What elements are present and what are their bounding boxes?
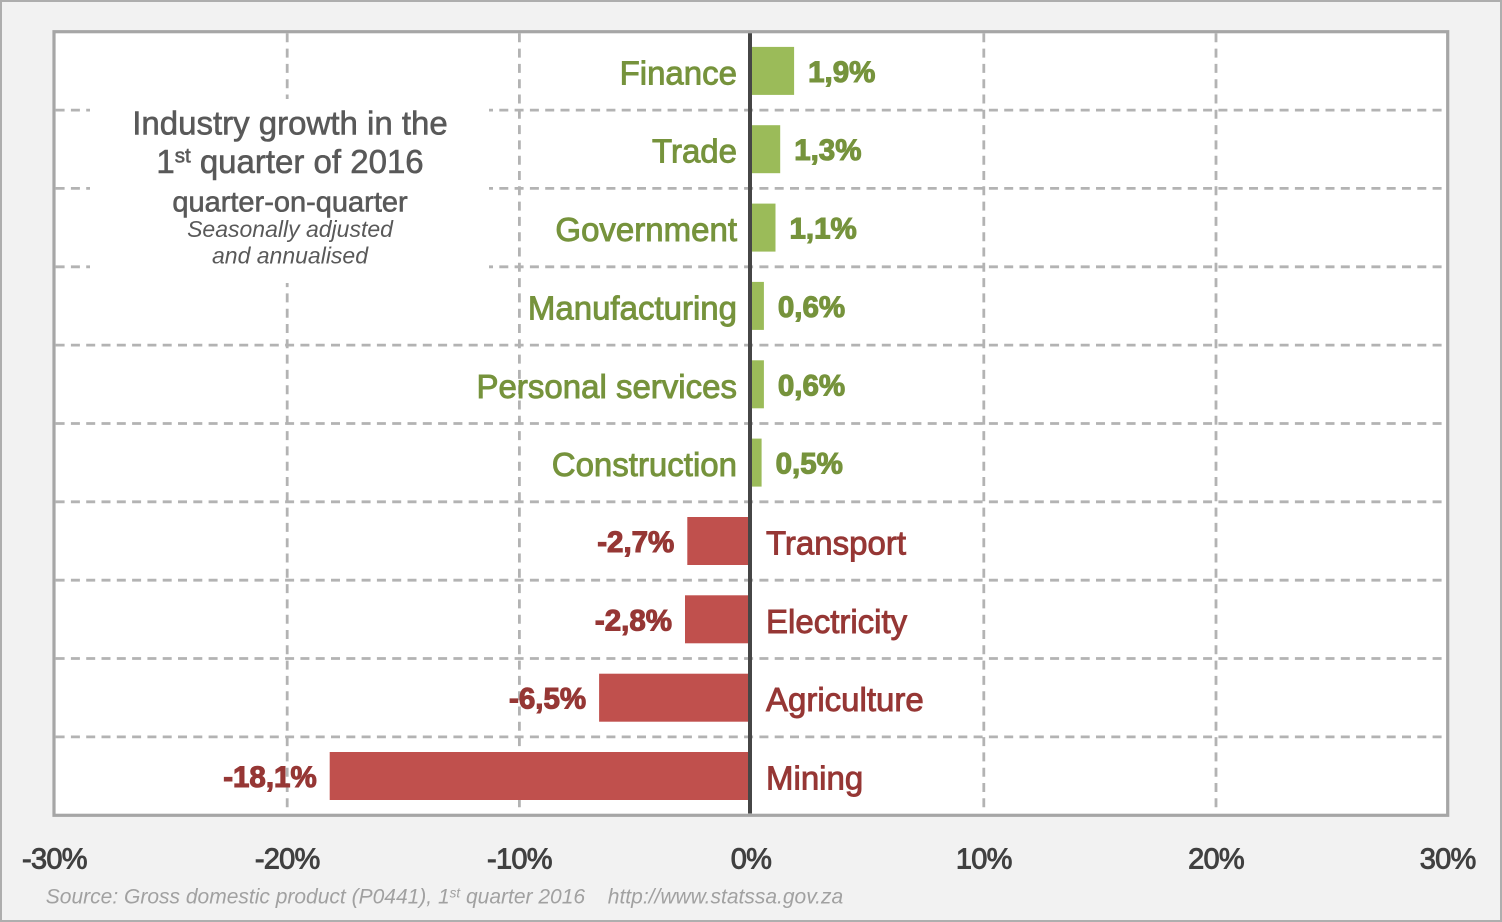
svg-text:1,3%: 1,3% [794,134,861,167]
svg-text:30%: 30% [1420,844,1476,876]
svg-text:Source: Gross domestic product: Source: Gross domestic product (P0441), … [46,886,843,909]
svg-text:1st quarter of 2016: 1st quarter of 2016 [156,143,423,180]
svg-text:Industry growth in the: Industry growth in the [132,105,448,142]
svg-text:quarter-on-quarter: quarter-on-quarter [172,187,408,219]
svg-text:-18,1%: -18,1% [223,761,316,794]
svg-text:Agriculture: Agriculture [766,681,924,718]
svg-text:0%: 0% [731,844,771,876]
svg-text:-30%: -30% [22,844,87,876]
svg-text:-2,7%: -2,7% [597,526,674,559]
svg-text:-10%: -10% [487,844,552,876]
svg-text:Mining: Mining [766,760,863,797]
svg-text:and annualised: and annualised [212,243,369,269]
svg-text:Manufacturing: Manufacturing [528,289,737,326]
svg-text:1,1%: 1,1% [790,213,857,246]
svg-text:Seasonally adjusted: Seasonally adjusted [187,216,394,242]
svg-text:Trade: Trade [652,133,737,170]
svg-text:Finance: Finance [620,54,737,91]
svg-text:-2,8%: -2,8% [595,604,672,637]
svg-text:Electricity: Electricity [766,603,908,640]
svg-text:10%: 10% [956,844,1012,876]
svg-text:0,5%: 0,5% [776,448,843,481]
svg-text:Construction: Construction [552,446,737,483]
svg-text:-20%: -20% [255,844,320,876]
svg-text:Transport: Transport [766,525,906,562]
svg-text:20%: 20% [1188,844,1244,876]
svg-text:-6,5%: -6,5% [509,683,586,716]
svg-text:1,9%: 1,9% [808,56,875,89]
svg-text:Personal services: Personal services [477,368,737,405]
svg-text:0,6%: 0,6% [778,291,845,324]
svg-text:Government: Government [555,211,737,248]
svg-text:0,6%: 0,6% [778,369,845,402]
